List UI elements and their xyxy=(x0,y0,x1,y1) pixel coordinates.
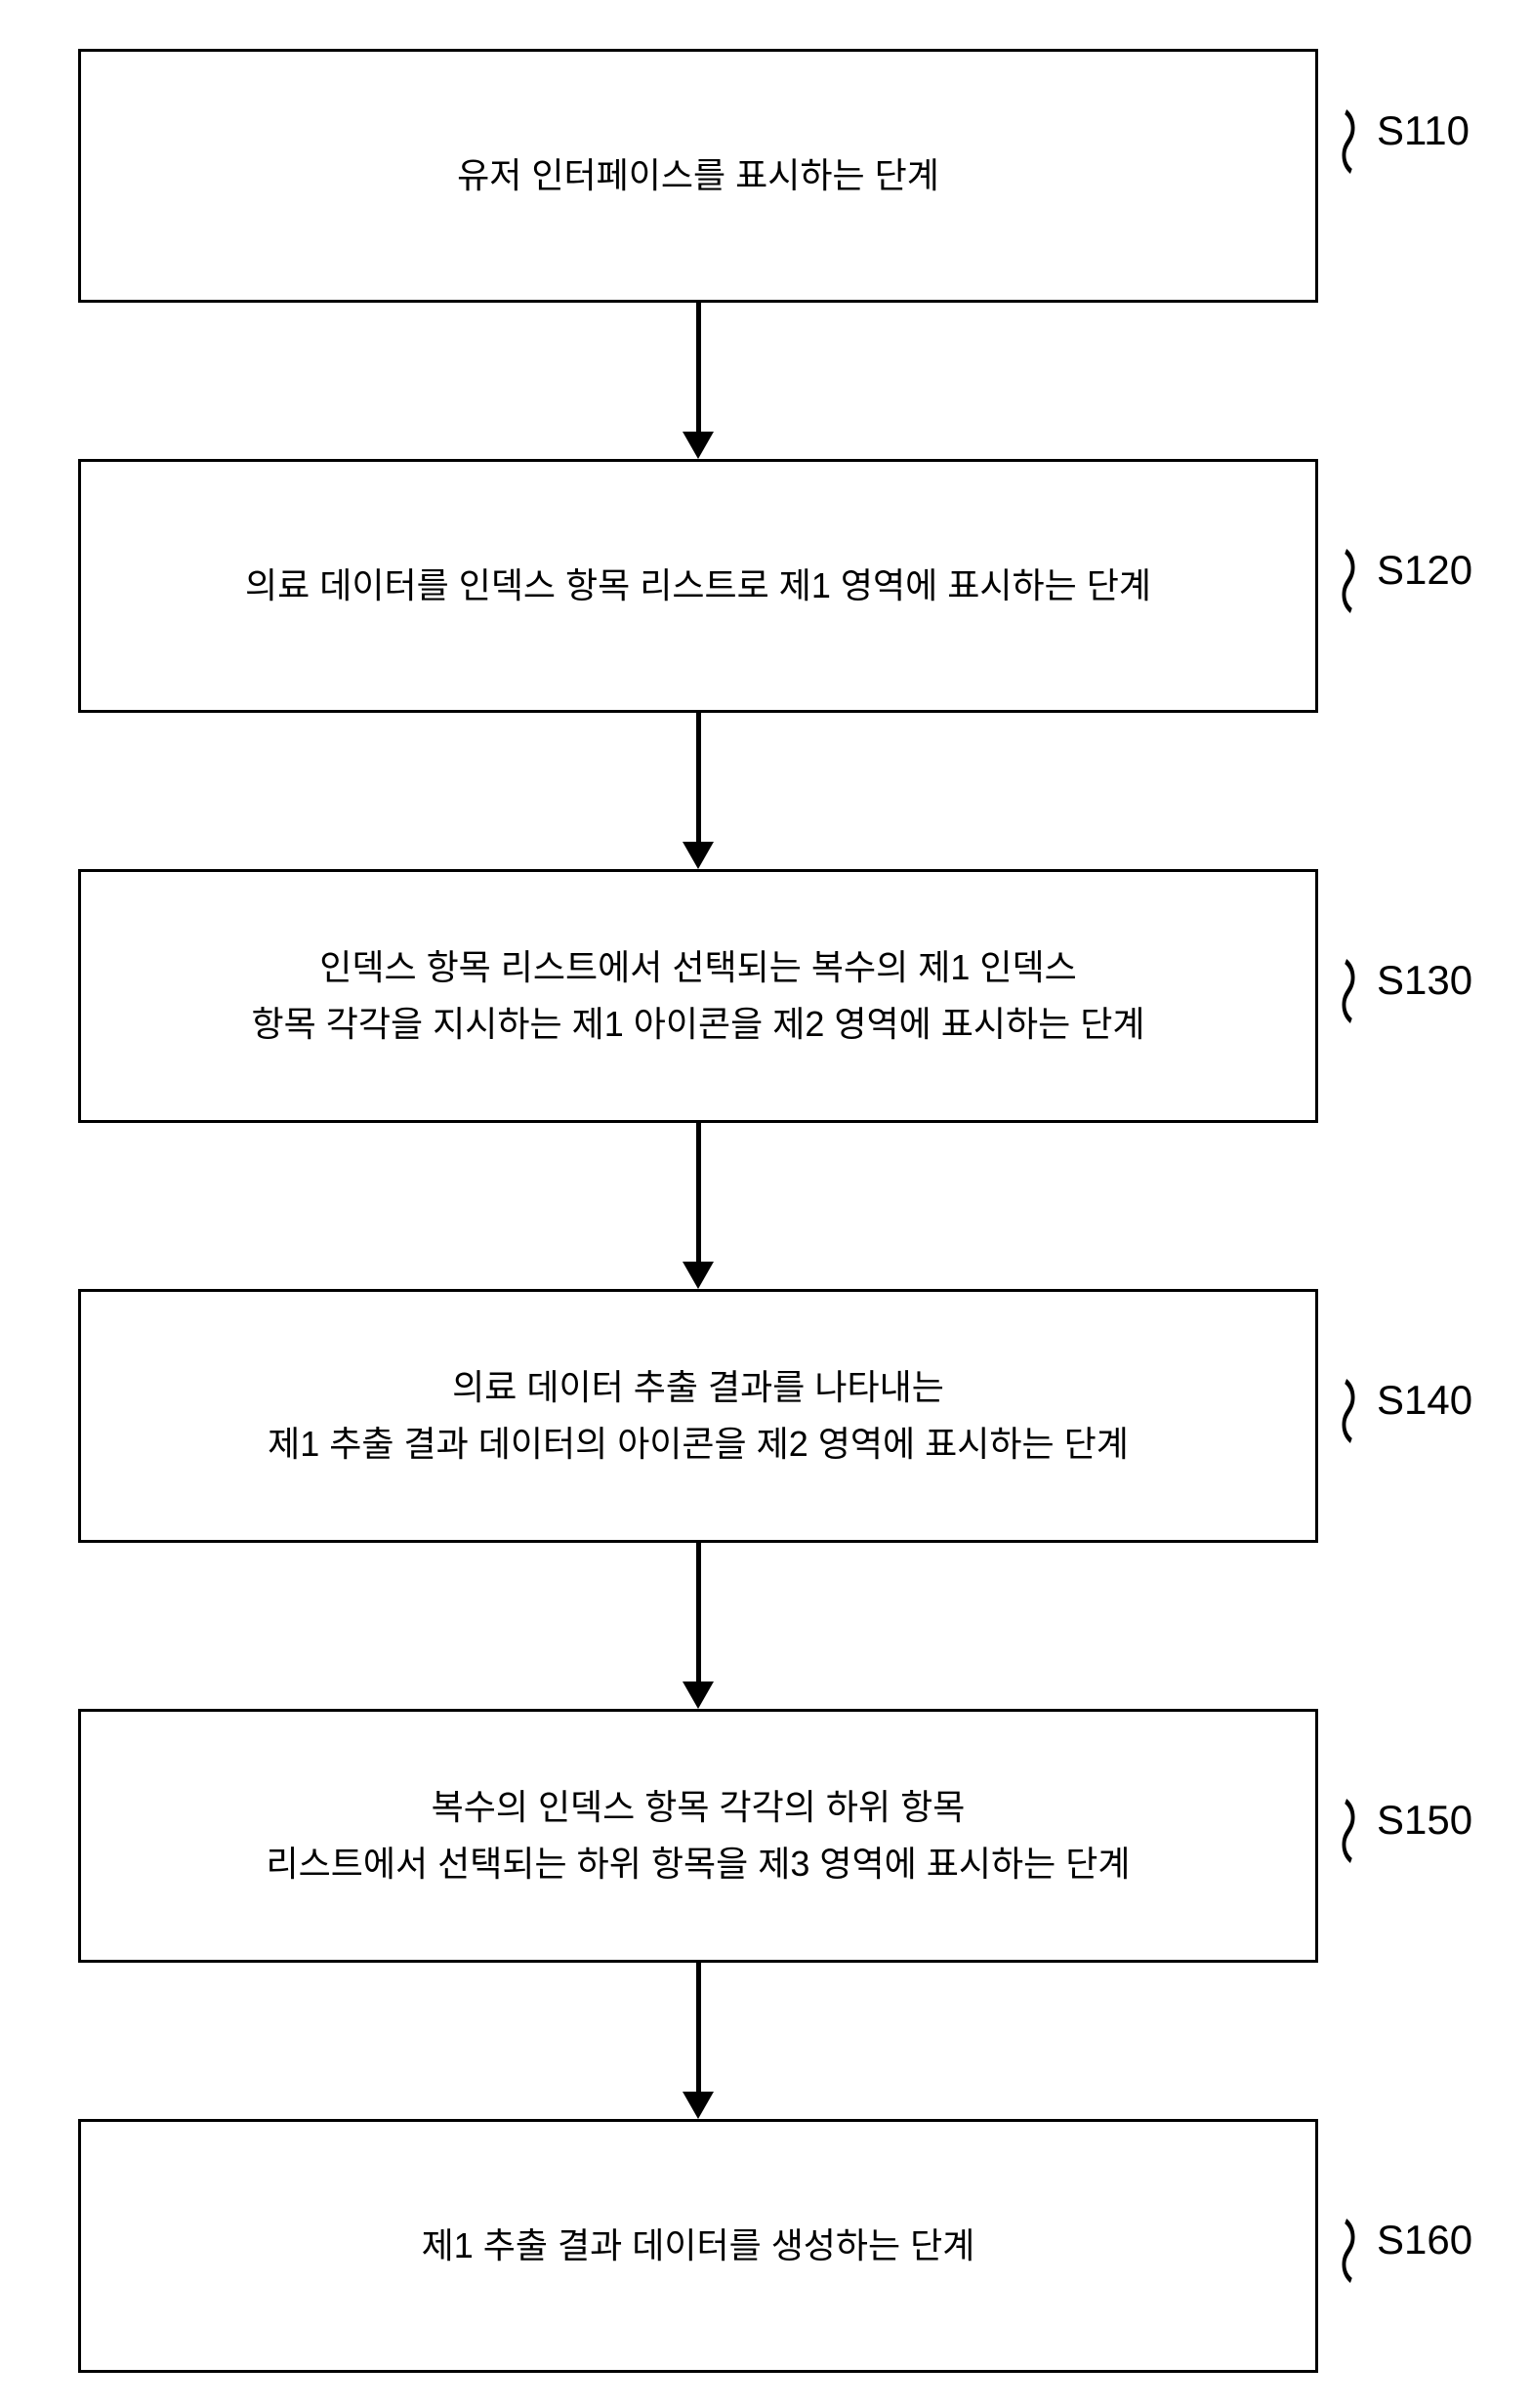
step-label-s150: S150 xyxy=(1377,1797,1472,1844)
step-text: 인덱스 항목 리스트에서 선택되는 복수의 제1 인덱스항목 각각을 지시하는 … xyxy=(252,939,1145,1052)
leader-tilde: 〜 xyxy=(1317,1376,1386,1446)
step-box-s140: 의료 데이터 추출 결과를 나타내는제1 추출 결과 데이터의 아이콘을 제2 … xyxy=(78,1289,1318,1543)
arrow-line xyxy=(696,713,701,842)
flowchart-container: 유저 인터페이스를 표시하는 단계 〜 S110 의료 데이터를 인덱스 항목 … xyxy=(0,0,1532,2408)
leader-tilde: 〜 xyxy=(1317,956,1386,1026)
arrow-head-icon xyxy=(683,1681,714,1709)
arrow-line xyxy=(696,1543,701,1681)
leader-tilde: 〜 xyxy=(1317,1796,1386,1866)
leader-tilde: 〜 xyxy=(1317,106,1386,177)
step-box-s160: 제1 추출 결과 데이터를 생성하는 단계 xyxy=(78,2119,1318,2373)
step-text: 제1 추출 결과 데이터를 생성하는 단계 xyxy=(422,2218,975,2274)
step-text: 의료 데이터를 인덱스 항목 리스트로 제1 영역에 표시하는 단계 xyxy=(245,558,1151,614)
step-label-s140: S140 xyxy=(1377,1377,1472,1424)
step-box-s110: 유저 인터페이스를 표시하는 단계 xyxy=(78,49,1318,303)
arrow-line xyxy=(696,303,701,432)
step-label-s120: S120 xyxy=(1377,547,1472,594)
step-label-s130: S130 xyxy=(1377,957,1472,1004)
step-label-s110: S110 xyxy=(1377,107,1470,154)
leader-tilde: 〜 xyxy=(1317,546,1386,616)
step-text: 복수의 인덱스 항목 각각의 하위 항목리스트에서 선택되는 하위 항목을 제3… xyxy=(267,1779,1131,1891)
step-label-s160: S160 xyxy=(1377,2217,1472,2263)
arrow-head-icon xyxy=(683,1262,714,1289)
step-text: 유저 인터페이스를 표시하는 단계 xyxy=(457,147,939,204)
step-box-s150: 복수의 인덱스 항목 각각의 하위 항목리스트에서 선택되는 하위 항목을 제3… xyxy=(78,1709,1318,1963)
arrow-head-icon xyxy=(683,2092,714,2119)
step-text: 의료 데이터 추출 결과를 나타내는제1 추출 결과 데이터의 아이콘을 제2 … xyxy=(268,1359,1129,1472)
arrow-line xyxy=(696,1123,701,1262)
step-box-s130: 인덱스 항목 리스트에서 선택되는 복수의 제1 인덱스항목 각각을 지시하는 … xyxy=(78,869,1318,1123)
arrow-head-icon xyxy=(683,432,714,459)
arrow-head-icon xyxy=(683,842,714,869)
arrow-line xyxy=(696,1963,701,2092)
step-box-s120: 의료 데이터를 인덱스 항목 리스트로 제1 영역에 표시하는 단계 xyxy=(78,459,1318,713)
leader-tilde: 〜 xyxy=(1317,2216,1386,2286)
